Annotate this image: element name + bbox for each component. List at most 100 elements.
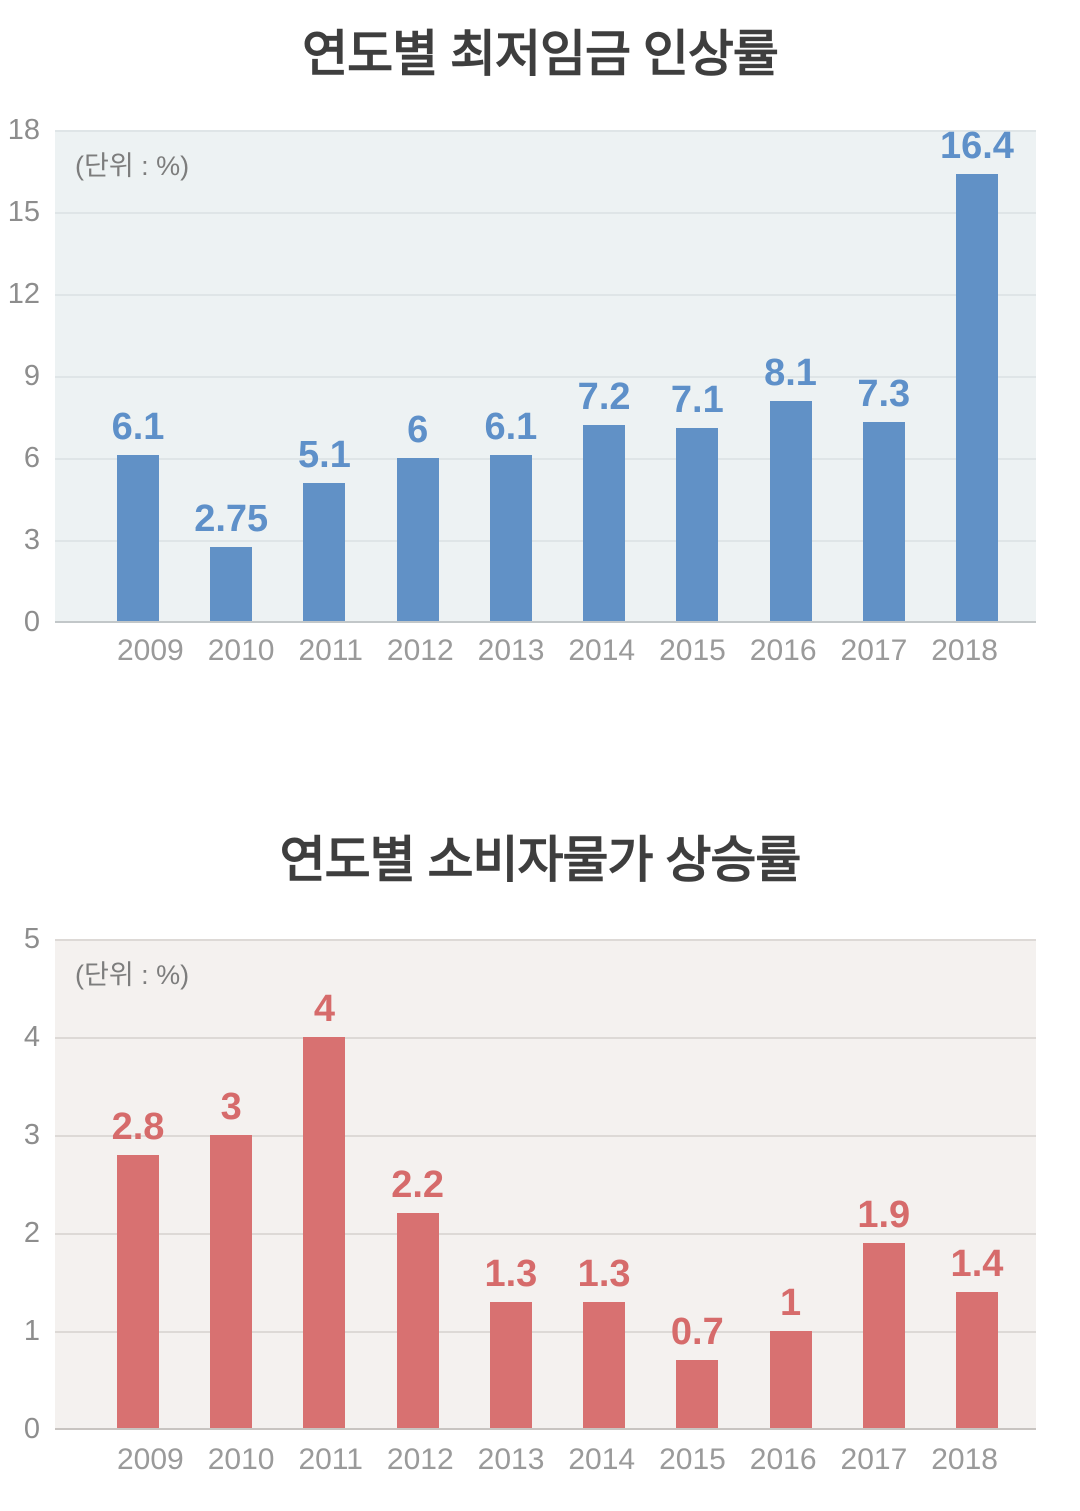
gridline — [55, 1037, 1036, 1039]
x-tick-label: 2015 — [659, 1443, 726, 1476]
gridline — [55, 294, 1036, 296]
bar — [303, 1037, 346, 1429]
bar — [955, 173, 998, 622]
bar-slot: 1.3 — [578, 939, 631, 1429]
chart-title: 연도별 최저임금 인상률 — [302, 26, 779, 82]
y-tick-label: 0 — [23, 606, 40, 638]
bar — [117, 1154, 159, 1429]
plot-area: (단위 : %) 6.1 2.75 5.1 6 6.1 7.2 7.1 8.1 7.3 16.4 — [55, 127, 1036, 623]
bar-value-label: 3 — [220, 1086, 242, 1128]
bar — [676, 1360, 719, 1429]
consumer-price-increase-chart: 연도별 소비자물가 상승률 5 4 3 2 1 0 (단위 : %) 2.8 3 4 2.2 1.… — [0, 802, 1080, 1511]
bar-value-label: 6.1 — [484, 406, 538, 449]
bar-slot: 1.3 — [484, 939, 537, 1429]
x-tick-label: 2017 — [840, 634, 908, 667]
bar — [396, 1213, 439, 1429]
plot-area: (단위 : %) 2.8 3 4 2.2 1.3 1.3 0.7 1 1.9 1.4 — [55, 939, 1036, 1430]
grid-layer — [55, 939, 1036, 1429]
bar-value-label: 7.3 — [857, 373, 911, 416]
gridline — [55, 1233, 1036, 1235]
x-axis-line — [55, 1428, 1036, 1430]
bar-slot: 16.4 — [940, 127, 1014, 622]
y-tick-label: 9 — [23, 360, 40, 392]
gridline — [55, 1135, 1036, 1137]
x-tick-label: 2009 — [117, 1443, 184, 1476]
x-tick-label: 2011 — [298, 1443, 363, 1476]
bar — [862, 422, 905, 622]
bar — [862, 1242, 905, 1429]
grid-layer — [55, 130, 1036, 622]
x-tick-label: 2018 — [931, 1443, 998, 1476]
bars-layer: 6.1 2.75 5.1 6 6.1 7.2 7.1 8.1 7.3 16.4 — [55, 127, 1036, 622]
x-tick-label: 2010 — [207, 634, 275, 667]
bar-slot: 8.1 — [764, 130, 817, 622]
y-tick-label: 18 — [7, 114, 40, 146]
x-tick-label: 2013 — [477, 1443, 545, 1476]
x-axis-line — [55, 621, 1036, 623]
y-tick-label: 3 — [23, 524, 40, 556]
bar — [676, 427, 719, 622]
bar — [303, 482, 346, 622]
gridline — [55, 212, 1036, 214]
x-axis-labels: 2009 2010 2011 2012 2013 2014 2015 2016 2017 2018 — [55, 636, 1036, 666]
gridline — [55, 376, 1036, 378]
y-axis: 5 4 3 2 1 0 — [0, 924, 40, 1444]
bar-value-label: 1.3 — [577, 1252, 631, 1295]
y-tick-label: 12 — [7, 278, 40, 310]
x-tick-label: 2014 — [568, 1443, 636, 1476]
chart-title: 연도별 소비자물가 상승률 — [279, 832, 802, 888]
y-tick-label: 15 — [7, 196, 40, 228]
gridline — [55, 1331, 1036, 1333]
bar-slot: 3 — [210, 939, 253, 1429]
bar-slot: 1.9 — [857, 939, 910, 1429]
bar-slot: 2.2 — [391, 939, 444, 1429]
gridline — [55, 130, 1036, 132]
bar-slot: 6 — [396, 130, 439, 622]
bar — [583, 425, 626, 622]
minimum-wage-increase-chart: 연도별 최저임금 인상률 18 15 12 9 6 3 0 (단위 : %) 6.1 2.75… — [0, 0, 1080, 700]
gridline — [55, 458, 1036, 460]
bar-slot: 6.1 — [484, 130, 537, 622]
bar-value-label: 2.8 — [111, 1105, 165, 1148]
bar — [117, 455, 159, 622]
bar-slot: 7.2 — [578, 130, 631, 622]
gridline — [55, 540, 1036, 542]
bar-value-label: 6 — [407, 409, 429, 451]
bar-value-label: 1.9 — [857, 1193, 911, 1236]
y-tick-label: 4 — [23, 1021, 40, 1053]
bar-value-label: 7.1 — [670, 378, 724, 421]
bar-value-label: 7.2 — [577, 376, 631, 419]
bar-value-label: 0.7 — [670, 1311, 724, 1354]
gridline — [55, 939, 1036, 941]
x-tick-label: 2015 — [659, 634, 726, 667]
y-tick-label: 5 — [23, 923, 40, 955]
bar-slot: 7.3 — [857, 130, 910, 622]
bar-value-label: 4 — [313, 988, 336, 1030]
x-tick-label: 2014 — [568, 634, 636, 667]
bar-slot: 1.4 — [951, 939, 1003, 1429]
bar-slot: 2.75 — [194, 130, 268, 622]
y-tick-label: 2 — [23, 1217, 40, 1249]
unit-label: (단위 : %) — [75, 960, 190, 990]
bar-value-label: 8.1 — [764, 351, 817, 394]
y-tick-label: 6 — [23, 442, 40, 474]
x-tick-label: 2012 — [386, 1443, 454, 1476]
x-tick-label: 2018 — [931, 634, 998, 667]
bar-value-label: 2.2 — [391, 1164, 445, 1207]
y-tick-label: 0 — [23, 1413, 40, 1445]
unit-label: (단위 : %) — [75, 151, 190, 181]
x-tick-label: 2009 — [117, 634, 184, 667]
bar — [769, 400, 812, 622]
bar-slot: 0.7 — [671, 939, 724, 1429]
bar — [583, 1301, 626, 1429]
bar-slot: 7.1 — [671, 130, 724, 622]
bar — [396, 458, 439, 622]
bar-value-label: 1.3 — [484, 1252, 538, 1295]
bar — [210, 1135, 253, 1429]
bar-value-label: 16.4 — [939, 124, 1014, 167]
bar-value-label: 6.1 — [111, 406, 165, 449]
x-axis-labels: 2009 2010 2011 2012 2013 2014 2015 2016 2017 2018 — [55, 1445, 1036, 1475]
y-tick-label: 3 — [23, 1119, 40, 1151]
y-tick-label: 1 — [23, 1315, 40, 1347]
bar-slot: 5.1 — [298, 130, 351, 622]
